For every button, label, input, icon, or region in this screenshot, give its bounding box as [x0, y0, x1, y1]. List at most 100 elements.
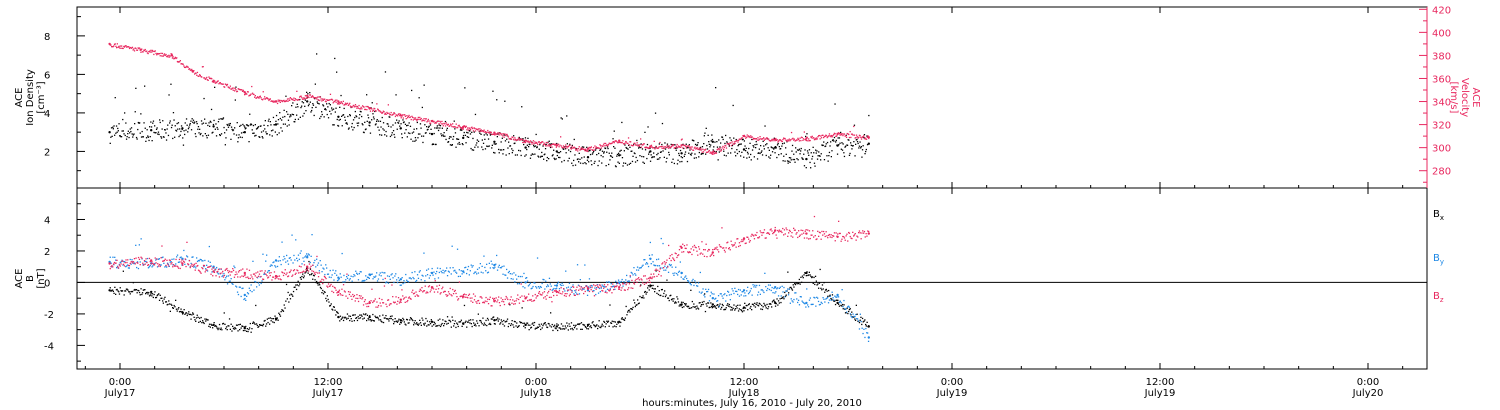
data-point — [548, 277, 551, 279]
data-point — [526, 277, 528, 279]
data-point — [185, 118, 188, 120]
data-point — [251, 92, 254, 94]
data-point — [234, 274, 236, 276]
data-point — [339, 118, 341, 121]
data-point — [416, 274, 419, 276]
data-point — [375, 110, 377, 112]
data-point — [707, 290, 709, 293]
data-point — [742, 307, 744, 310]
data-point — [516, 139, 518, 141]
data-point — [282, 116, 284, 118]
data-point — [444, 270, 446, 272]
data-point — [132, 136, 134, 138]
data-point — [422, 291, 424, 293]
data-point — [680, 305, 682, 307]
data-point — [603, 142, 605, 145]
data-point — [802, 139, 804, 141]
data-point — [115, 132, 117, 134]
data-point — [504, 134, 507, 137]
data-point — [763, 291, 765, 294]
data-point — [230, 323, 232, 325]
data-point — [495, 133, 497, 135]
data-point — [164, 296, 166, 298]
data-point — [320, 115, 322, 118]
data-point — [755, 138, 757, 140]
data-point — [116, 267, 118, 269]
data-point — [596, 324, 598, 326]
data-point — [801, 300, 803, 302]
data-point — [111, 264, 113, 267]
data-point — [300, 278, 302, 280]
data-point — [591, 153, 594, 155]
data-point — [814, 165, 816, 167]
data-point — [636, 159, 639, 162]
data-point — [854, 319, 857, 321]
data-point — [553, 143, 555, 145]
data-point — [798, 282, 800, 284]
data-point — [168, 94, 170, 96]
data-point — [494, 266, 496, 268]
data-point — [225, 327, 227, 330]
data-point — [221, 329, 223, 331]
data-point — [112, 263, 115, 265]
data-point — [128, 291, 131, 293]
data-point — [257, 326, 259, 328]
data-point — [388, 320, 390, 322]
data-point — [223, 274, 226, 277]
data-point — [636, 266, 639, 268]
data-point — [828, 299, 831, 301]
data-point — [515, 300, 517, 302]
data-point — [699, 149, 701, 151]
data-point — [230, 126, 233, 128]
data-point — [613, 286, 616, 288]
data-point — [499, 323, 501, 325]
data-point — [858, 136, 860, 138]
data-point — [573, 146, 575, 148]
data-point — [453, 270, 455, 272]
data-point — [193, 263, 196, 265]
data-point — [306, 100, 309, 103]
data-point — [564, 147, 566, 149]
data-point — [778, 140, 780, 142]
data-point — [411, 132, 413, 134]
data-point — [493, 319, 496, 322]
data-point — [170, 263, 172, 265]
data-point — [710, 151, 712, 153]
data-point — [228, 87, 230, 89]
data-point — [548, 296, 551, 298]
data-point — [179, 134, 181, 136]
data-point — [192, 119, 195, 121]
data-point — [546, 326, 549, 329]
data-point — [243, 293, 246, 297]
data-point — [427, 126, 430, 128]
data-point — [285, 261, 287, 263]
data-point — [152, 120, 155, 122]
data-point — [153, 264, 156, 266]
data-point — [171, 258, 173, 260]
data-point — [555, 289, 557, 292]
data-point — [839, 142, 841, 144]
data-point — [710, 144, 712, 146]
data-point — [679, 261, 681, 263]
data-point — [222, 276, 225, 278]
data-point — [607, 284, 609, 286]
data-point — [702, 303, 704, 306]
data-point — [276, 134, 278, 136]
data-point — [336, 311, 338, 314]
data-point — [137, 262, 139, 264]
data-point — [461, 128, 463, 130]
data-point — [469, 129, 472, 131]
data-point — [660, 145, 663, 148]
data-point — [724, 144, 726, 147]
data-point — [207, 319, 209, 321]
x-tick-label-time: 0:00 — [1357, 377, 1379, 388]
data-point — [339, 273, 341, 275]
data-point — [755, 303, 757, 306]
data-point — [244, 126, 246, 128]
data-point — [405, 296, 407, 298]
data-point — [628, 309, 630, 311]
data-point — [852, 134, 854, 136]
data-point — [799, 153, 801, 155]
data-point — [802, 277, 804, 279]
data-point — [711, 134, 713, 136]
